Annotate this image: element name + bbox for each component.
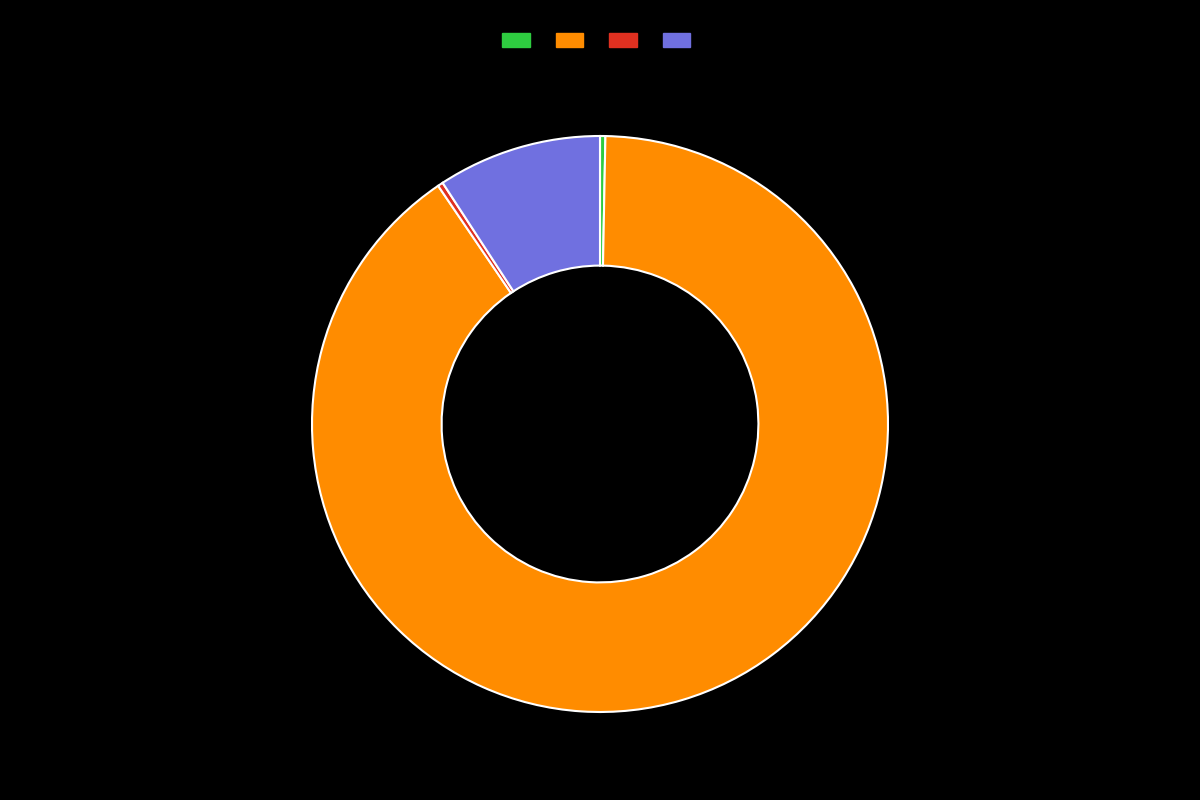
Legend: , , , : , , ,: [498, 29, 702, 53]
Wedge shape: [600, 136, 606, 266]
Wedge shape: [443, 136, 600, 291]
Wedge shape: [438, 182, 514, 293]
Wedge shape: [312, 136, 888, 712]
